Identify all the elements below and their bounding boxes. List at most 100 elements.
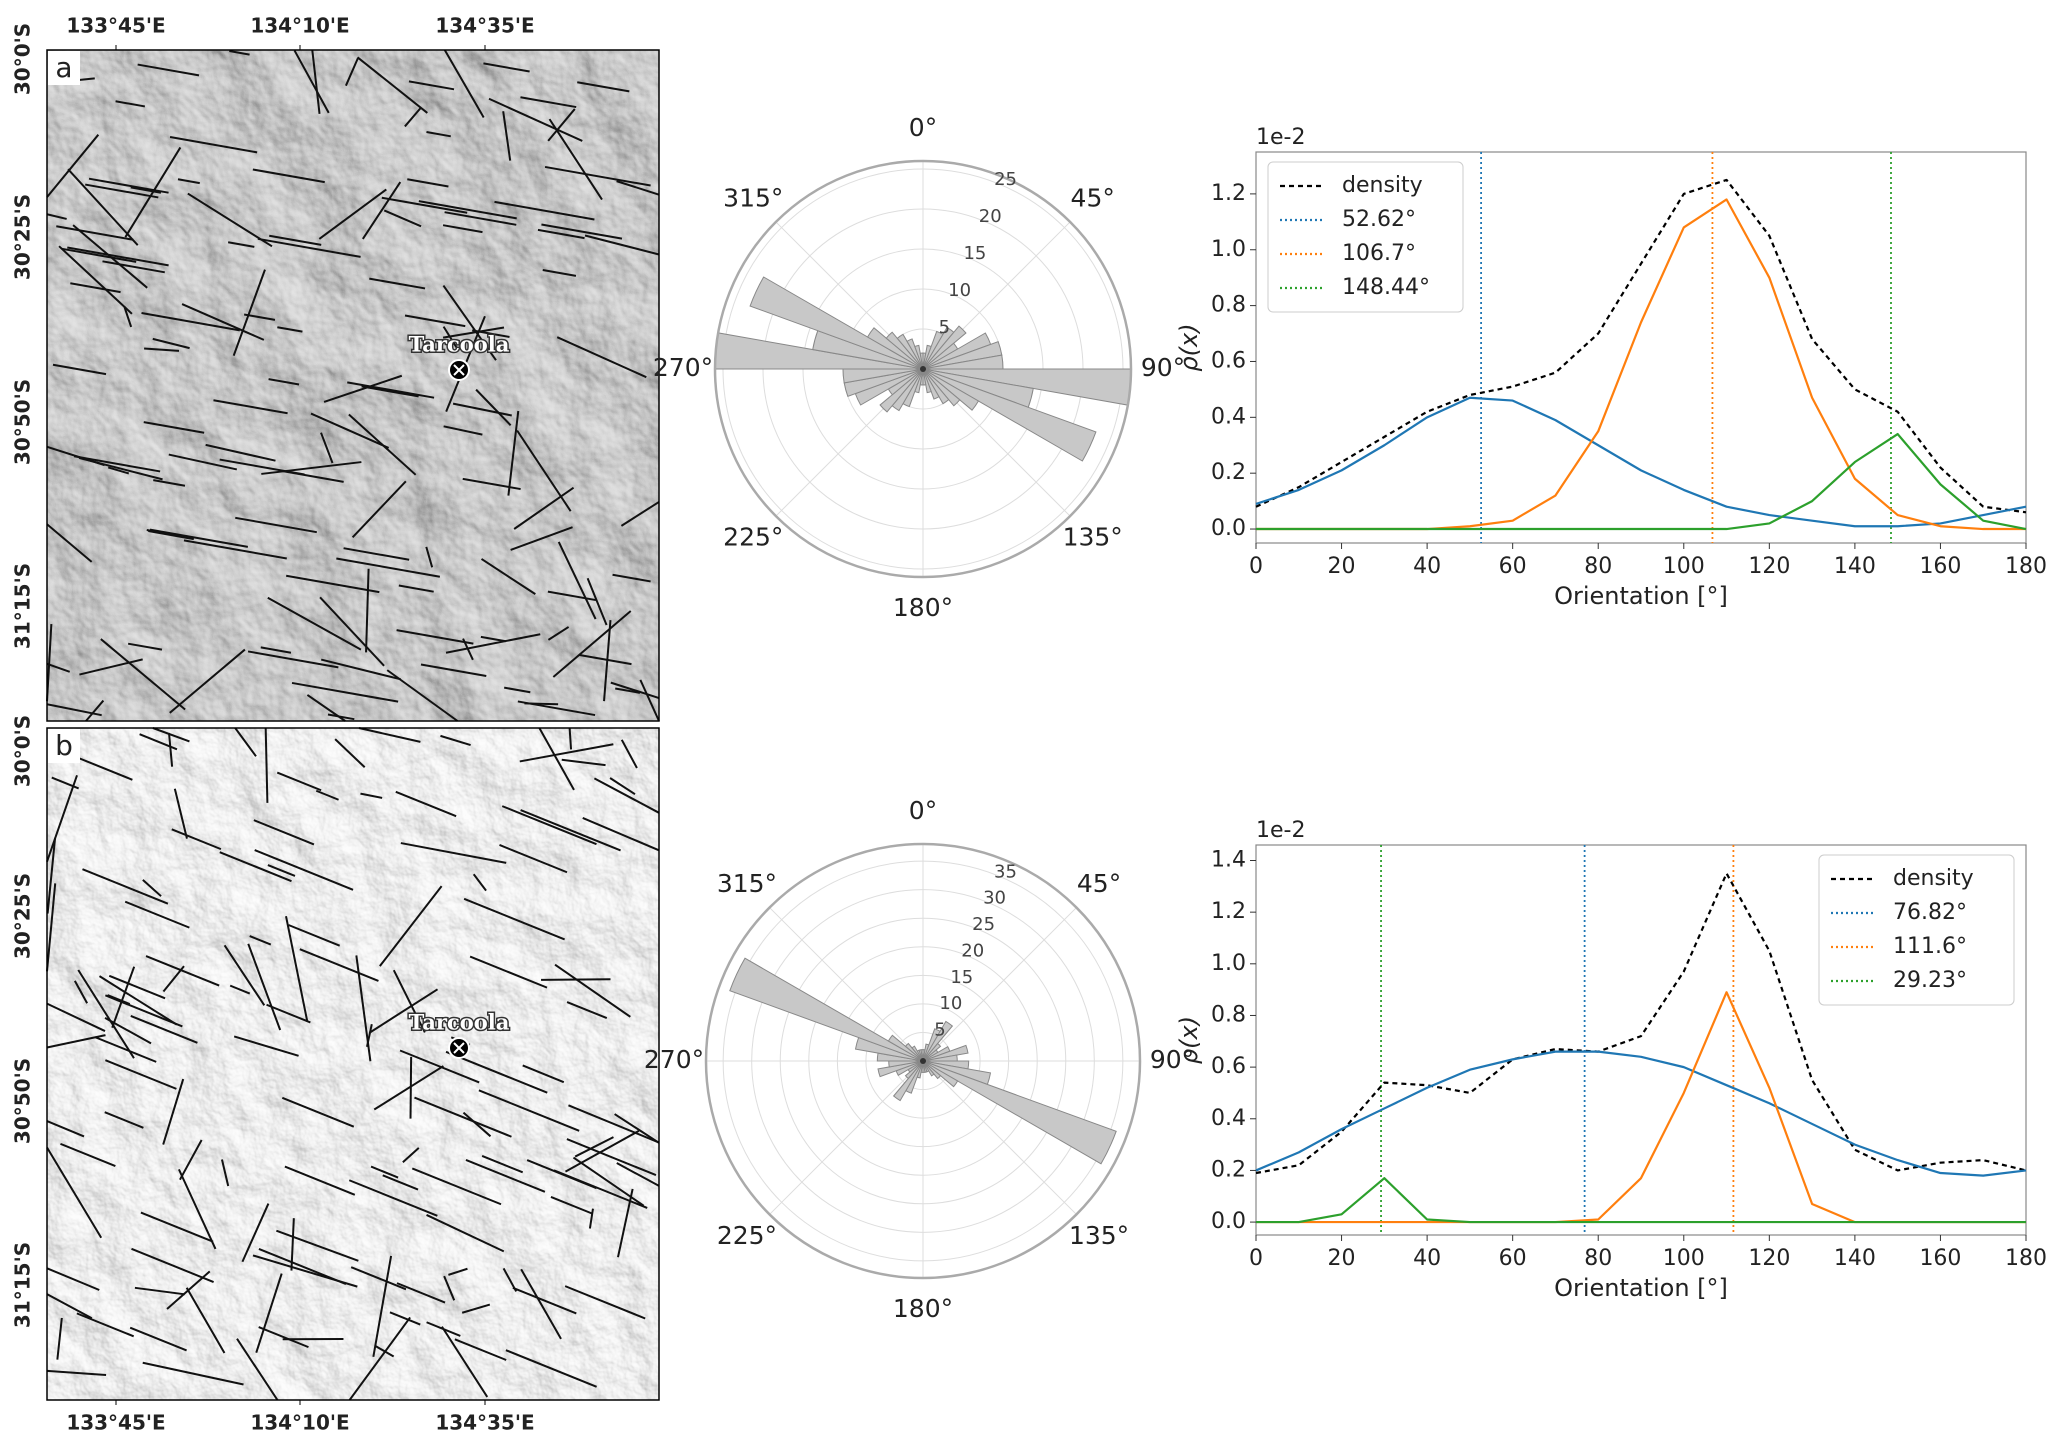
lineament	[169, 136, 258, 154]
lineament	[142, 1361, 244, 1386]
legend-label: 29.23°	[1893, 968, 1967, 993]
lineament	[61, 247, 137, 263]
lineament	[542, 269, 577, 277]
lineament	[253, 819, 315, 846]
lineament	[469, 955, 548, 989]
y-tick-label: 0.6	[1211, 348, 1246, 373]
lineament	[181, 303, 265, 341]
x-tick-label: 100	[1663, 554, 1705, 579]
lineament	[247, 650, 339, 669]
lineament	[593, 777, 660, 814]
lineament	[494, 200, 595, 221]
lineament	[46, 703, 102, 717]
lineament	[336, 557, 441, 578]
angular-grid	[769, 1060, 924, 1215]
lineament	[162, 1078, 185, 1145]
lineament	[462, 1111, 492, 1138]
lineament	[501, 805, 597, 846]
map-image	[47, 50, 659, 721]
panel-letter-box	[48, 51, 80, 85]
legend-box	[1818, 854, 2015, 1006]
angle-label: 270°	[653, 353, 713, 382]
lineament	[76, 1312, 135, 1338]
lineament	[102, 260, 165, 274]
radial-label: 5	[939, 317, 950, 338]
lineament	[480, 635, 506, 643]
lineament	[348, 1316, 411, 1401]
lineament	[564, 1130, 640, 1173]
x-axis-label: Orientation [°]	[1554, 1274, 1728, 1302]
legend-label: density	[1342, 173, 1423, 198]
lineament	[70, 753, 133, 781]
lineament	[382, 1174, 419, 1191]
lineament	[241, 1203, 270, 1263]
rose-bar	[892, 1060, 924, 1102]
y-tick-label: 0.0	[1211, 1209, 1246, 1234]
lineament	[475, 388, 512, 426]
lat-label: 30°50'S	[11, 379, 35, 465]
lineament	[46, 1369, 107, 1376]
lineament	[142, 879, 162, 897]
gaussian-line	[1255, 1050, 2027, 1177]
panel-letter-box	[48, 729, 80, 763]
lineament	[443, 425, 483, 436]
lineament	[512, 1286, 577, 1315]
lineament	[480, 558, 536, 595]
rose-bar	[877, 1060, 924, 1078]
lineament	[444, 211, 517, 226]
lineament	[261, 461, 362, 475]
lineament	[395, 790, 457, 818]
lineament	[383, 209, 422, 228]
lineament	[396, 1282, 446, 1304]
lineament	[461, 1303, 491, 1314]
lineament	[499, 844, 568, 874]
angle-label: 270°	[644, 1045, 704, 1074]
angle-label: 90°	[1141, 353, 1185, 382]
lineament	[46, 883, 57, 972]
radial-label: 30	[983, 888, 1006, 909]
lineament	[547, 590, 596, 602]
lineament	[610, 681, 660, 699]
lineament	[553, 1169, 648, 1209]
lineament	[426, 131, 451, 138]
lineament	[123, 305, 133, 328]
angle-label: 0°	[909, 796, 937, 825]
lineament	[46, 1293, 93, 1320]
lineament	[98, 975, 178, 1026]
lineament	[334, 738, 366, 769]
lineament	[520, 96, 577, 109]
x-tick-label: 60	[1499, 1246, 1527, 1271]
lineament	[400, 842, 507, 864]
lineament	[544, 165, 651, 187]
lineament	[568, 727, 573, 750]
rose-bar	[879, 368, 924, 413]
lineament	[586, 577, 608, 626]
gaussian-line	[1255, 396, 2027, 528]
lineament	[229, 984, 251, 995]
lon-label: 134°35'E	[435, 14, 534, 38]
x-axis-label: Orientation [°]	[1554, 582, 1728, 610]
lineament	[588, 1208, 594, 1229]
lineament	[478, 1089, 580, 1132]
lineament	[179, 1139, 203, 1181]
lat-label: 30°0'S	[11, 23, 35, 95]
lineament	[104, 1016, 152, 1045]
x-tick-label: 140	[1834, 554, 1876, 579]
x-tick-label: 100	[1663, 1246, 1705, 1271]
lineament	[483, 62, 530, 73]
x-tick-label: 160	[1919, 554, 1961, 579]
lineament	[252, 168, 325, 184]
lineament	[223, 944, 266, 1006]
angular-grid	[922, 907, 1077, 1062]
lineament	[386, 669, 459, 722]
lineament	[52, 363, 107, 376]
y-tick-label: 1.0	[1211, 237, 1246, 262]
lineament	[462, 477, 521, 491]
lineament	[347, 381, 435, 399]
lineament	[67, 168, 139, 246]
lineament	[572, 1156, 645, 1207]
map-panel: a Tarcoola 133°45'E 134°10'E 134°35'E 30°0'S 3…	[11, 14, 660, 722]
x-tick-label: 80	[1584, 1246, 1612, 1271]
lineament	[366, 1024, 373, 1048]
lineament	[252, 1254, 358, 1288]
